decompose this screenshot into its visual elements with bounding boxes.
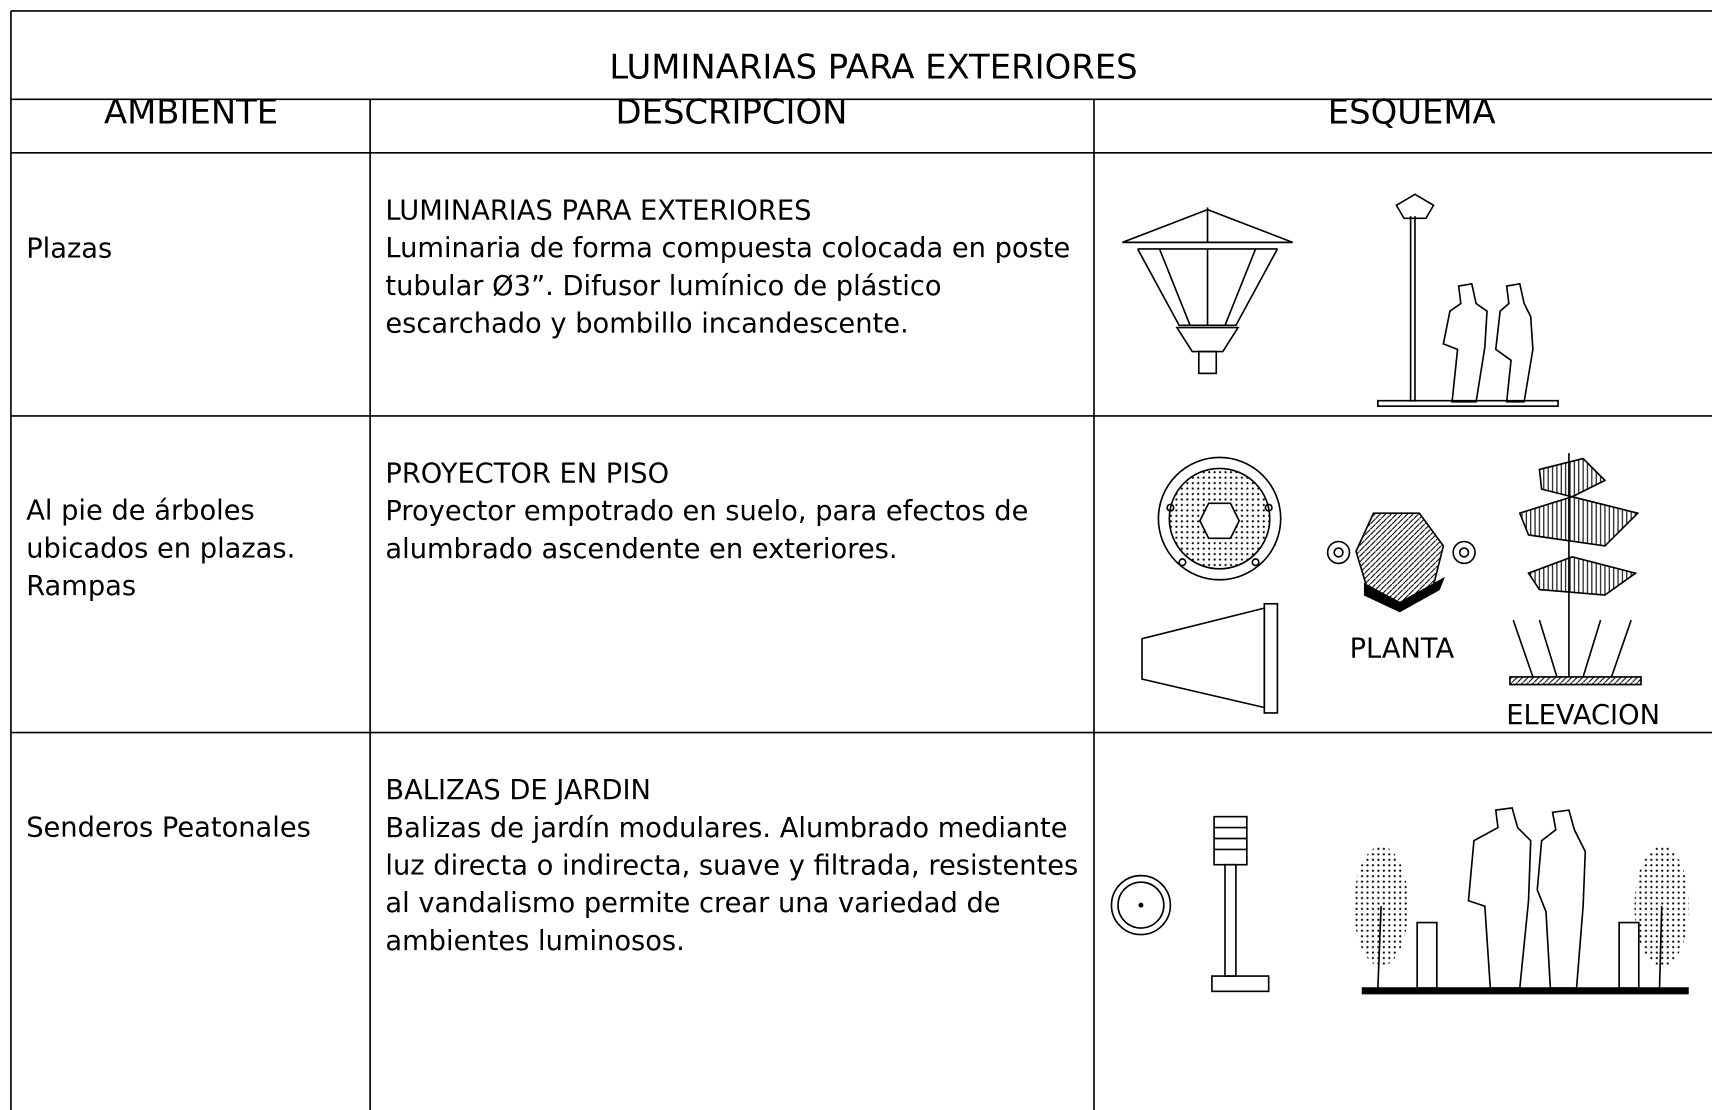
column-header: ESQUEMA: [1328, 92, 1496, 131]
ambiente-text: Rampas: [26, 571, 136, 602]
table-title: LUMINARIAS PARA EXTERIORES: [609, 48, 1137, 87]
description-text: Balizas de jardín modulares. Alumbrado m…: [385, 813, 1067, 844]
description-text: Proyector empotrado en suelo, para efect…: [385, 496, 1028, 527]
description-text: ambientes luminosos.: [385, 926, 684, 957]
lamp-drawing: [1122, 193, 1559, 407]
description-text: tubular Ø3”. Difusor lumínico de plástic…: [385, 271, 941, 302]
drawing-label: PLANTA: [1350, 633, 1455, 664]
grid-lines: [10, 10, 1712, 1110]
description-title: BALIZAS DE JARDIN: [385, 775, 651, 806]
column-header: AMBIENTE: [104, 92, 278, 131]
projector-drawing: [1141, 453, 1642, 714]
column-header: DESCRIPCION: [616, 92, 848, 131]
table: LUMINARIAS PARA EXTERIORES AMBIENTE DESC…: [10, 10, 1712, 1110]
description-title: PROYECTOR EN PISO: [385, 459, 669, 490]
drawing-label: ELEVACION: [1506, 700, 1660, 731]
bollard-drawing: [1110, 807, 1690, 995]
ambiente-text: Senderos Peatonales: [26, 812, 311, 843]
description-title: LUMINARIAS PARA EXTERIORES: [385, 195, 811, 226]
ambiente-text: ubicados en plazas.: [26, 533, 295, 564]
description-text: al vandalismo permite crear una variedad…: [385, 888, 1000, 919]
description-text: Luminaria de forma compuesta colocada en…: [385, 233, 1070, 264]
ambiente-text: Al pie de árboles: [26, 496, 255, 527]
ambiente-text: Plazas: [26, 234, 112, 265]
description-text: alumbrado ascendente en exteriores.: [385, 534, 897, 565]
description-text: luz directa o indirecta, suave y filtrad…: [385, 851, 1078, 882]
description-text: escarchado y bombillo incandescente.: [385, 308, 908, 339]
